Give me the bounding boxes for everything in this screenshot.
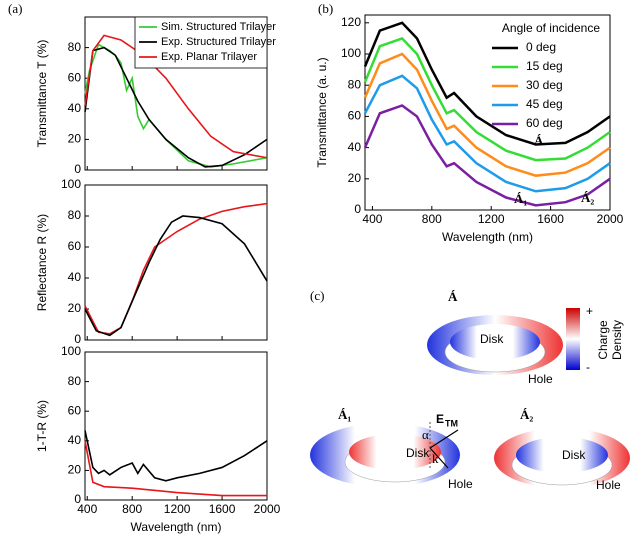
mode-label: Á₁ bbox=[338, 407, 351, 422]
disk-label: Disk bbox=[480, 332, 504, 346]
legend-label: 45 deg bbox=[526, 97, 563, 111]
disk-label: Disk bbox=[562, 448, 586, 462]
y-tick-label: 80 bbox=[68, 374, 82, 388]
colorbar-plus: + bbox=[586, 304, 593, 318]
hole-label: Hole bbox=[596, 478, 621, 492]
panel-label: (a) bbox=[8, 1, 22, 16]
x-tick-label: 1200 bbox=[478, 212, 505, 226]
annotation: Á bbox=[534, 133, 544, 148]
mode-a1-ring bbox=[310, 422, 460, 487]
plot-frame bbox=[84, 351, 268, 501]
colorbar-minus: - bbox=[586, 360, 590, 374]
legend-label: Sim. Structured Trilayer bbox=[161, 21, 276, 33]
y-tick-label: 60 bbox=[68, 70, 82, 84]
y-tick-label: 0 bbox=[74, 332, 81, 346]
annotation: Á₁ bbox=[514, 191, 527, 206]
x-tick-label: 2000 bbox=[597, 212, 624, 226]
y-tick-label: 100 bbox=[61, 344, 81, 358]
mode-label: Á₂ bbox=[520, 407, 533, 422]
x-tick-label: 800 bbox=[122, 502, 142, 516]
field-sub: TM bbox=[445, 418, 458, 428]
y-axis-label: Transmittance (a. u.) bbox=[315, 57, 329, 167]
mode-a2-ring bbox=[494, 428, 630, 488]
y-axis-label: Transmittance T (%) bbox=[35, 40, 49, 148]
x-tick-label: 2000 bbox=[254, 502, 281, 516]
y-tick-label: 80 bbox=[68, 208, 82, 222]
line bbox=[84, 440, 267, 497]
wavevector-label: k bbox=[432, 451, 439, 466]
y-tick-label: 20 bbox=[68, 132, 82, 146]
y-tick-label: 0 bbox=[74, 492, 81, 506]
y-tick-label: 40 bbox=[348, 140, 362, 154]
y-tick-label: 40 bbox=[68, 270, 82, 284]
y-tick-label: 0 bbox=[74, 162, 81, 176]
plot-frame bbox=[364, 14, 611, 211]
colorbar-title: Charge bbox=[596, 320, 610, 360]
angle-label: α bbox=[422, 427, 429, 442]
line bbox=[363, 36, 611, 162]
y-tick-label: 60 bbox=[68, 403, 82, 417]
x-tick-label: 1600 bbox=[537, 212, 564, 226]
x-tick-label: 800 bbox=[422, 212, 442, 226]
disk-label: Disk bbox=[406, 446, 430, 460]
hole-label: Hole bbox=[528, 372, 553, 386]
field-label: E bbox=[436, 412, 444, 426]
y-axis-label: 1-T-R (%) bbox=[35, 400, 49, 452]
legend-label: 15 deg bbox=[526, 59, 563, 73]
y-tick-label: 100 bbox=[341, 46, 361, 60]
y-tick-label: 80 bbox=[348, 77, 362, 91]
legend-label: 0 deg bbox=[526, 40, 556, 54]
y-tick-label: 100 bbox=[61, 177, 81, 191]
legend-label: 30 deg bbox=[526, 78, 563, 92]
hole-label: Hole bbox=[448, 477, 473, 491]
x-axis-label: Wavelength (nm) bbox=[131, 520, 222, 534]
y-tick-label: 40 bbox=[68, 101, 82, 115]
legend-title: Angle of incidence bbox=[502, 21, 600, 35]
y-tick-label: 120 bbox=[341, 15, 361, 29]
line bbox=[363, 74, 611, 193]
y-tick-label: 60 bbox=[348, 109, 362, 123]
plot-frame bbox=[84, 184, 268, 341]
annotation: Á₂ bbox=[581, 190, 594, 205]
y-tick-label: 20 bbox=[68, 301, 82, 315]
x-tick-label: 400 bbox=[77, 502, 97, 516]
legend-label: Exp. Structured Trilayer bbox=[161, 36, 276, 48]
y-tick-label: 20 bbox=[348, 171, 362, 185]
line bbox=[363, 104, 611, 207]
colorbar-title: Density bbox=[610, 320, 624, 360]
line bbox=[84, 202, 268, 335]
x-tick-label: 1600 bbox=[209, 502, 236, 516]
legend-label: 60 deg bbox=[526, 116, 563, 130]
y-tick-label: 60 bbox=[68, 239, 82, 253]
y-tick-label: 20 bbox=[68, 463, 82, 477]
line bbox=[363, 52, 611, 177]
line bbox=[84, 430, 268, 482]
x-axis-label: Wavelength (nm) bbox=[442, 230, 533, 244]
legend-label: Exp. Planar Trilayer bbox=[161, 51, 257, 63]
colorbar bbox=[566, 308, 580, 370]
x-tick-label: 1200 bbox=[164, 502, 191, 516]
y-tick-label: 80 bbox=[68, 40, 82, 54]
line bbox=[84, 215, 268, 337]
line bbox=[363, 21, 611, 146]
mode-label: Á bbox=[448, 289, 458, 304]
y-axis-label: Reflectance R (%) bbox=[35, 214, 49, 311]
panel-label: (b) bbox=[318, 1, 333, 16]
panel-label: (c) bbox=[310, 288, 324, 303]
mode-a-ring bbox=[427, 315, 563, 375]
x-tick-label: 400 bbox=[362, 212, 382, 226]
y-tick-label: 40 bbox=[68, 433, 82, 447]
line bbox=[84, 46, 268, 168]
y-tick-label: 0 bbox=[354, 202, 361, 216]
